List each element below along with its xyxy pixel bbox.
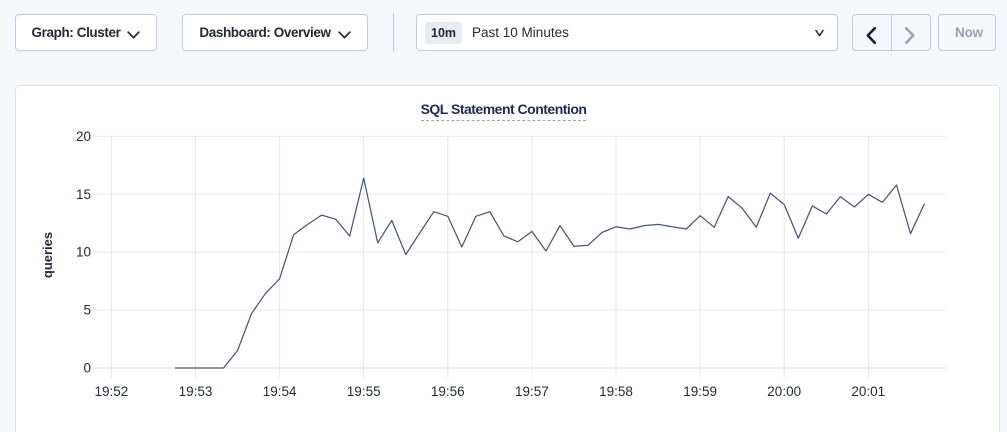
- svg-text:19:58: 19:58: [599, 384, 633, 399]
- svg-text:15: 15: [76, 187, 91, 202]
- svg-text:queries: queries: [40, 232, 55, 278]
- svg-text:20:01: 20:01: [851, 384, 885, 399]
- svg-text:20:00: 20:00: [767, 384, 801, 399]
- svg-text:0: 0: [83, 361, 91, 376]
- svg-text:20: 20: [76, 129, 91, 144]
- svg-text:19:56: 19:56: [431, 384, 465, 399]
- svg-text:5: 5: [83, 303, 91, 318]
- svg-text:19:57: 19:57: [515, 384, 549, 399]
- svg-text:19:54: 19:54: [263, 384, 297, 399]
- svg-text:19:55: 19:55: [347, 384, 381, 399]
- svg-text:10: 10: [76, 245, 91, 260]
- svg-text:19:59: 19:59: [683, 384, 717, 399]
- svg-text:19:52: 19:52: [95, 384, 129, 399]
- svg-text:19:53: 19:53: [179, 384, 213, 399]
